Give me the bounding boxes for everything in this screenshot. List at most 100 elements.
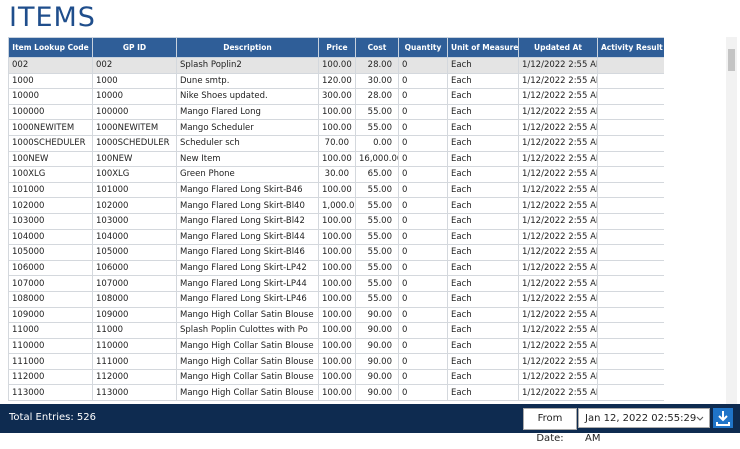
cell: 100.00 (318, 259, 356, 277)
table-row[interactable]: 10000 10000 Nike Shoes updated. 300.00 28.00… (8, 88, 664, 105)
column-header: Quantity (398, 37, 448, 58)
cell: 100.00 (318, 290, 356, 308)
table-row[interactable]: 002 002 Splash Poplin2 100.00 28.00 0 Each 1/12… (8, 57, 664, 74)
table-row[interactable]: 101000 101000 Mango Flared Long Skirt-B46 1… (8, 181, 664, 199)
cell: 105000 (92, 244, 177, 261)
cell: Each (447, 368, 519, 386)
cell: Scheduler sch (176, 134, 319, 152)
cell: 100.00 (318, 57, 356, 74)
cell: Mango Flared Long Skirt-Bl44 (176, 228, 319, 246)
cell: 002 (92, 57, 177, 74)
column-header: Description (176, 37, 319, 58)
table-row[interactable]: 113000 113000 Mango High Collar Satin Blou… (8, 384, 664, 402)
cell: 55.00 (355, 244, 399, 261)
cell: Each (447, 103, 519, 121)
cell: Each (447, 134, 519, 152)
cell: 1/12/2022 2:55 AM (518, 290, 598, 308)
cell: 1/12/2022 2:55 AM (518, 353, 598, 370)
table-row[interactable]: 11000 11000 Splash Poplin Culottes with Po… (8, 322, 664, 339)
cell: 10000 (8, 88, 93, 105)
table-row[interactable]: 100000 100000 Mango Flared Long 100.00 55.00… (8, 103, 664, 121)
scrollbar[interactable] (726, 37, 737, 404)
cell: 1/12/2022 2:55 AM (518, 181, 598, 199)
cell (597, 337, 664, 355)
cell: Each (447, 119, 519, 136)
table-row[interactable]: 102000 102000 Mango Flared Long Skirt-Bl40… (8, 197, 664, 214)
table-row[interactable]: 103000 103000 Mango Flared Long Skirt-Bl42… (8, 212, 664, 230)
cell: 100.00 (318, 306, 356, 324)
cell: 100000 (8, 103, 93, 121)
cell: 0 (398, 119, 448, 136)
cell (597, 228, 664, 246)
cell: 1/12/2022 2:55 AM (518, 275, 598, 292)
date-picker[interactable]: Jan 12, 2022 02:55:29 AM (578, 408, 710, 444)
download-icon (716, 411, 730, 426)
cell: 103000 (8, 212, 93, 230)
cell: 104000 (8, 228, 93, 246)
table-row[interactable]: 108000 108000 Mango Flared Long Skirt-LP46… (8, 290, 664, 308)
cell: 101000 (8, 181, 93, 199)
cell: Each (447, 290, 519, 308)
table-row[interactable]: 1000SCHEDULER 1000SCHEDULER Scheduler sch 7… (8, 134, 664, 152)
cell: 1000 (92, 72, 177, 90)
cell: Splash Poplin2 (176, 57, 319, 74)
column-header: GP ID (92, 37, 177, 58)
cell (597, 134, 664, 152)
table-row[interactable]: 109000 109000 Mango High Collar Satin Blou… (8, 306, 664, 324)
table-row[interactable]: 106000 106000 Mango Flared Long Skirt-LP42… (8, 259, 664, 277)
table-row[interactable]: 111000 111000 Mango High Collar Satin Blou… (8, 353, 664, 370)
cell: Splash Poplin Culottes with Po (176, 322, 319, 339)
cell: 30.00 (318, 166, 356, 183)
cell: 10000 (92, 88, 177, 105)
scroll-thumb[interactable] (728, 49, 735, 71)
cell: Each (447, 72, 519, 90)
cell: 55.00 (355, 228, 399, 246)
cell: 1/12/2022 2:55 AM (518, 88, 598, 105)
cell: 110000 (92, 337, 177, 355)
table-row[interactable]: 104000 104000 Mango Flared Long Skirt-Bl44… (8, 228, 664, 246)
cell (597, 103, 664, 121)
cell: Mango High Collar Satin Blouse (176, 337, 319, 355)
download-button[interactable] (713, 408, 733, 428)
dropdown-icon[interactable] (695, 414, 705, 424)
cell: 1000NEWITEM (92, 119, 177, 136)
cell: 90.00 (355, 337, 399, 355)
cell: 100NEW (8, 150, 93, 168)
cell: Mango Flared Long Skirt-LP42 (176, 259, 319, 277)
cell: 1/12/2022 2:55 AM (518, 384, 598, 402)
cell: 1,000.00 (318, 197, 356, 214)
cell (597, 166, 664, 183)
cell: Each (447, 166, 519, 183)
cell: 90.00 (355, 322, 399, 339)
cell (597, 384, 664, 402)
table-row[interactable]: 1000NEWITEM 1000NEWITEM Mango Scheduler 100… (8, 119, 664, 136)
cell: 108000 (8, 290, 93, 308)
cell: 100.00 (318, 322, 356, 339)
cell: Each (447, 228, 519, 246)
cell: 0 (398, 88, 448, 105)
table-row[interactable]: 112000 112000 Mango High Collar Satin Blou… (8, 368, 664, 386)
cell: 30.00 (355, 72, 399, 90)
cell: 0 (398, 57, 448, 74)
cell: Each (447, 384, 519, 402)
cell: 0 (398, 337, 448, 355)
cell: 112000 (8, 368, 93, 386)
cell: Mango Flared Long Skirt-Bl42 (176, 212, 319, 230)
table-body: 002 002 Splash Poplin2 100.00 28.00 0 Each 1/12… (8, 57, 664, 402)
column-header: Cost (355, 37, 399, 58)
cell: 55.00 (355, 197, 399, 214)
cell: New Item (176, 150, 319, 168)
cell: 11000 (92, 322, 177, 339)
cell: Mango High Collar Satin Blouse (176, 368, 319, 386)
cell: 111000 (92, 353, 177, 370)
cell: 300.00 (318, 88, 356, 105)
table-row[interactable]: 110000 110000 Mango High Collar Satin Blou… (8, 337, 664, 355)
table-row[interactable]: 1000 1000 Dune smtp. 120.00 30.00 0 Each 1/12/2… (8, 72, 664, 90)
table-row[interactable]: 100XLG 100XLG Green Phone 30.00 65.00 0 Each 1/… (8, 166, 664, 183)
table-row[interactable]: 105000 105000 Mango Flared Long Skirt-Bl46… (8, 244, 664, 261)
cell: 1/12/2022 2:55 AM (518, 212, 598, 230)
cell (597, 88, 664, 105)
table-row[interactable]: 107000 107000 Mango Flared Long Skirt-LP44… (8, 275, 664, 292)
cell: Mango Scheduler (176, 119, 319, 136)
table-row[interactable]: 100NEW 100NEW New Item 100.00 16,000.00 0 Each… (8, 150, 664, 168)
